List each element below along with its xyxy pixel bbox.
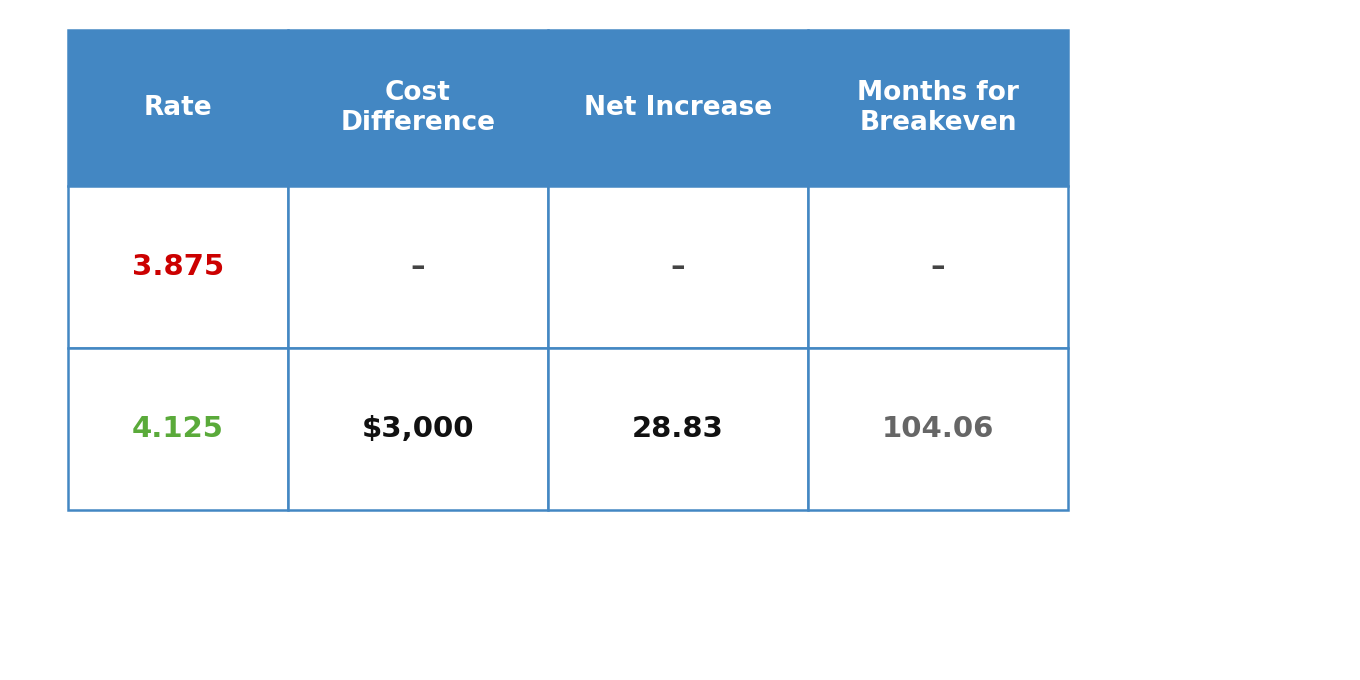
Text: –: – bbox=[411, 253, 426, 281]
Text: 104.06: 104.06 bbox=[881, 415, 994, 443]
Bar bbox=[68, 30, 288, 186]
Text: 3.875: 3.875 bbox=[132, 253, 224, 281]
Text: Cost
Difference: Cost Difference bbox=[340, 80, 495, 136]
Text: 4.125: 4.125 bbox=[132, 415, 224, 443]
Text: –: – bbox=[670, 253, 685, 281]
Bar bbox=[68, 348, 288, 510]
Bar bbox=[548, 30, 808, 186]
Bar bbox=[548, 186, 808, 348]
Bar bbox=[808, 348, 1068, 510]
Text: Months for
Breakeven: Months for Breakeven bbox=[857, 80, 1019, 136]
Bar bbox=[288, 186, 548, 348]
Bar bbox=[288, 348, 548, 510]
Text: Rate: Rate bbox=[144, 95, 212, 121]
Text: Net Increase: Net Increase bbox=[583, 95, 772, 121]
Text: –: – bbox=[930, 253, 945, 281]
Bar bbox=[808, 186, 1068, 348]
Text: $3,000: $3,000 bbox=[362, 415, 475, 443]
Bar bbox=[68, 186, 288, 348]
Bar bbox=[548, 348, 808, 510]
Bar bbox=[808, 30, 1068, 186]
Bar bbox=[288, 30, 548, 186]
Text: 28.83: 28.83 bbox=[632, 415, 724, 443]
